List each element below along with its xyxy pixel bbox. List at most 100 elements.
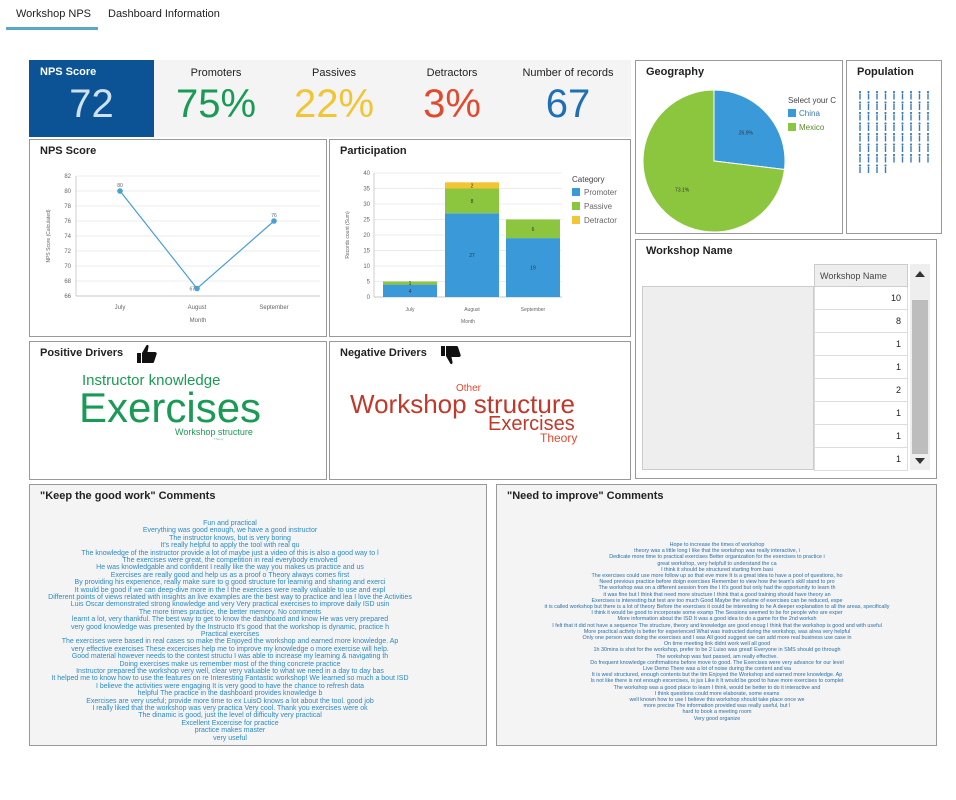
detractors-value: 3% xyxy=(423,82,481,126)
comment-line: He was knowledgable and confident I real… xyxy=(96,564,364,572)
nps-point[interactable] xyxy=(271,218,277,224)
nps-point[interactable] xyxy=(194,285,200,292)
comment-line: theory was a little long I like that the… xyxy=(634,548,800,555)
negative-word-exercises[interactable]: Exercises xyxy=(488,413,575,435)
pie-slice-china[interactable] xyxy=(713,89,786,171)
comment-line: Fun and practical xyxy=(203,520,257,527)
nps-y-tick: 70 xyxy=(64,264,71,270)
pie-slice-mexico[interactable] xyxy=(642,89,786,233)
comment-line: Very good organize xyxy=(693,715,741,722)
person-icon xyxy=(892,122,896,131)
workshop-name-column-header[interactable]: Workshop Name xyxy=(814,264,908,287)
workshop-name-row[interactable]: 10 xyxy=(814,287,908,310)
comment-line: The workshop was on a different session … xyxy=(598,585,836,592)
positive-word-exercises[interactable]: Exercises xyxy=(79,384,262,431)
person-icon xyxy=(892,143,896,152)
bar-segment-promoter[interactable] xyxy=(506,238,560,297)
tab-dashboard-information[interactable]: Dashboard Information xyxy=(108,8,220,20)
person-icon xyxy=(892,101,896,110)
nps-y-tick: 80 xyxy=(64,189,71,195)
workshop-name-row[interactable]: 1 xyxy=(814,356,908,379)
population-title: Population xyxy=(857,66,914,78)
workshop-name-row[interactable]: 1 xyxy=(814,448,908,471)
comment-line: The exercises could use more follow up s… xyxy=(591,573,843,579)
geography-panel[interactable]: Geography 26.9% 73.1% Select your C China… xyxy=(635,60,843,234)
workshop-name-row[interactable]: 1 xyxy=(814,425,908,448)
nps-y-tick: 82 xyxy=(64,174,71,180)
nps-line-chart[interactable]: 66 68 70 72 74 76 78 80 82 80 July 67 August 76 Septem… xyxy=(30,140,327,337)
geography-pie-chart[interactable]: 26.9% 73.1% Select your C China Mexico xyxy=(636,61,843,234)
participation-legend-title: Category xyxy=(572,175,604,184)
workshop-name-row[interactable]: 8 xyxy=(814,310,908,333)
person-icon xyxy=(867,164,870,173)
bar-segment-detractor[interactable] xyxy=(445,182,499,189)
active-tab-indicator xyxy=(6,27,98,30)
person-icon xyxy=(926,153,930,163)
person-icon xyxy=(918,101,921,110)
nps-y-tick: 66 xyxy=(64,294,71,300)
comment-line: Exercises are really good and help us as… xyxy=(110,571,350,579)
good-comments-panel: "Keep the good work" Comments Fun and pr… xyxy=(29,484,487,746)
person-icon xyxy=(858,153,862,163)
negative-word-other[interactable]: Other xyxy=(456,383,482,394)
legend-label-promoter[interactable]: Promoter xyxy=(584,188,617,197)
positive-word-theory[interactable]: Theory xyxy=(214,437,224,441)
bar-segment-promoter[interactable] xyxy=(445,213,499,297)
legend-swatch-promoter xyxy=(572,188,580,196)
person-icon xyxy=(867,122,870,131)
negative-word-theory[interactable]: Theory xyxy=(540,431,578,445)
bar-segment-promoter[interactable] xyxy=(383,284,437,297)
legend-label-china[interactable]: China xyxy=(799,109,820,118)
promoters-label: Promoters xyxy=(190,67,242,79)
bar-segment-passive[interactable] xyxy=(383,281,437,285)
comment-line: Exercises is interesting but test are to… xyxy=(591,597,843,604)
comment-line: Live Demo There was a lot of noise durin… xyxy=(643,666,791,672)
workshop-grid-scrollbar[interactable] xyxy=(910,264,930,470)
legend-label-passive[interactable]: Passive xyxy=(584,202,613,211)
positive-word-instructor-knowledge[interactable]: Instructor knowledge xyxy=(82,372,221,389)
bar-segment-passive[interactable] xyxy=(445,188,499,214)
person-icon xyxy=(918,111,921,121)
positive-word-workshop-structure[interactable]: Workshop structure xyxy=(175,427,253,437)
passives-label: Passives xyxy=(311,67,357,79)
comment-line: helpful The practice in the dashboard pr… xyxy=(137,690,323,698)
workshop-name-row[interactable]: 1 xyxy=(814,402,908,425)
person-icon xyxy=(909,122,913,131)
negative-word-workshop-structure[interactable]: Workshop structure xyxy=(350,389,575,419)
scroll-down-arrow-icon[interactable] xyxy=(915,458,925,464)
person-icon xyxy=(901,122,904,131)
nps-x-tick: July xyxy=(115,305,126,311)
workshop-name-row[interactable]: 2 xyxy=(814,379,908,402)
person-icon xyxy=(926,111,930,121)
detractors-tile: Detractors 3% xyxy=(390,60,514,137)
scroll-up-arrow-icon[interactable] xyxy=(915,271,925,277)
legend-label-mexico[interactable]: Mexico xyxy=(799,123,825,132)
scroll-thumb[interactable] xyxy=(912,300,928,454)
person-icon xyxy=(909,153,913,163)
improve-comments-title: "Need to improve" Comments xyxy=(507,490,664,502)
tab-workshop-nps[interactable]: Workshop NPS xyxy=(16,8,91,20)
nps-line xyxy=(119,190,275,290)
comment-line: practice makes master xyxy=(194,727,266,735)
pie-label-mexico: 73.1% xyxy=(675,187,690,193)
participation-y-label: Records count (Sum) xyxy=(345,211,351,259)
records-value: 67 xyxy=(545,82,591,126)
person-icon xyxy=(867,101,870,110)
nps-x-label: Month xyxy=(190,318,207,324)
comment-line: well known how to use I believe this wor… xyxy=(629,697,805,703)
person-icon xyxy=(892,111,896,121)
person-icon xyxy=(892,153,896,163)
legend-label-detractor[interactable]: Detractor xyxy=(584,216,617,225)
person-icon xyxy=(884,111,887,121)
person-icon xyxy=(918,153,921,163)
comment-line: it is called workshop but there is a lot… xyxy=(544,604,890,610)
nps-point[interactable] xyxy=(117,188,123,194)
workshop-name-row[interactable]: 1 xyxy=(814,333,908,356)
person-icon xyxy=(909,90,913,100)
person-icon xyxy=(858,90,862,100)
bar-segment-passive[interactable] xyxy=(506,219,560,239)
promoters-value: 75% xyxy=(175,82,257,126)
person-icon xyxy=(858,143,862,152)
person-icon xyxy=(918,132,921,142)
participation-bar-chart[interactable]: 0 5 10 15 20 25 30 35 40 4 1 July 27 8 2 August 19 6 Septe… xyxy=(330,140,631,337)
